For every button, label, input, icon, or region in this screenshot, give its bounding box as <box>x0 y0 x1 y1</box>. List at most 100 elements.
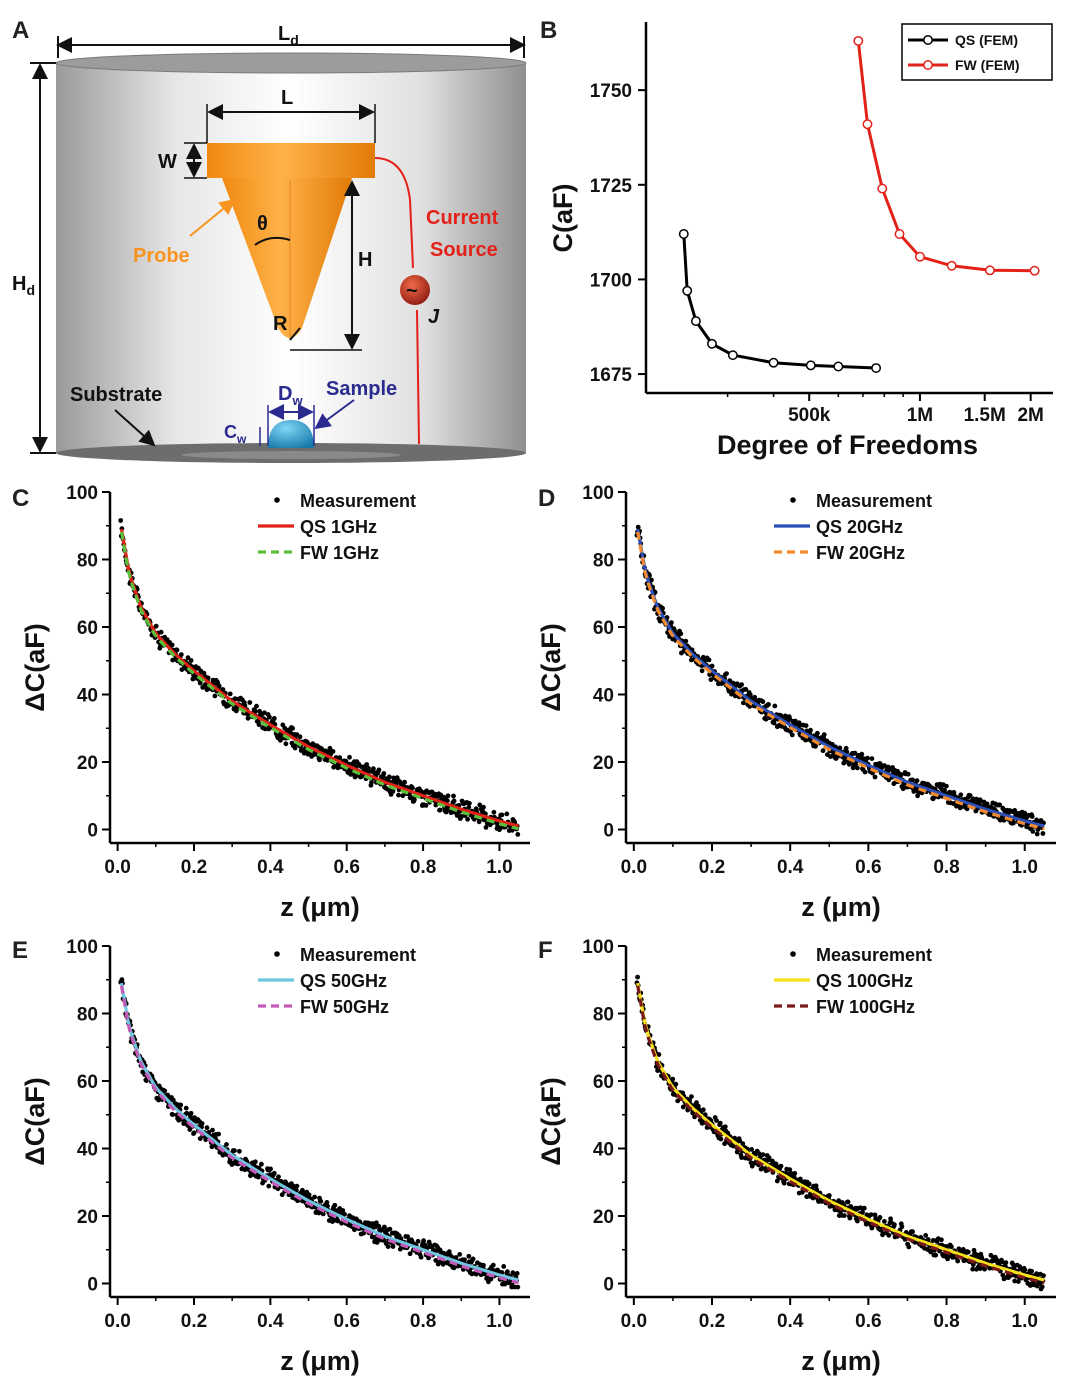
x-tick-label: 0.6 <box>334 857 360 878</box>
measurement-point <box>635 974 640 980</box>
measurement-point <box>292 745 298 751</box>
panel-label-d: D <box>538 485 555 512</box>
measurement-point <box>284 1181 289 1187</box>
y-tick-label: 0 <box>603 821 614 842</box>
measurement-point <box>1022 1267 1028 1273</box>
measurement-point <box>868 1212 874 1217</box>
measurement-point <box>925 1237 931 1242</box>
measurement-point <box>826 1193 832 1198</box>
measurement-point <box>749 1147 754 1152</box>
y-tick-label: 40 <box>593 686 614 707</box>
fw-curve <box>636 531 1045 831</box>
series-line-1 <box>856 40 1035 273</box>
data-point <box>682 285 693 296</box>
data-point <box>690 316 701 327</box>
measurement-point <box>412 797 417 803</box>
theta-label: θ <box>257 213 268 235</box>
cylinder-top <box>55 52 527 74</box>
legend-label: FW 1GHz <box>300 543 379 563</box>
measurement-point <box>158 629 164 635</box>
measurement-point <box>170 1112 176 1117</box>
measurement-point <box>756 1151 762 1157</box>
measurement-point <box>792 1171 798 1176</box>
measurement-point <box>205 675 211 681</box>
measurement-point <box>378 1227 384 1233</box>
measurement-point <box>204 1125 210 1131</box>
y-tick-label: 100 <box>582 483 614 504</box>
measurement-point <box>290 726 295 731</box>
legend-marker-measurement <box>274 951 280 957</box>
measurement-point <box>320 1211 326 1217</box>
measurement-point <box>381 771 387 776</box>
y-tick-label: 20 <box>593 753 614 774</box>
measurement-point <box>470 1256 476 1262</box>
y-tick-label: 0 <box>87 1275 98 1296</box>
measurement-point <box>174 647 180 653</box>
x-tick-label: 0.8 <box>933 1311 959 1332</box>
measurement-point <box>656 1052 662 1057</box>
measurement-point <box>483 825 489 830</box>
measurement-point <box>210 1127 215 1133</box>
measurement-point <box>1030 829 1036 834</box>
measurement-point <box>505 1269 510 1275</box>
measurement-point <box>789 732 795 738</box>
measurement-point <box>386 774 392 780</box>
y-tick-label: 0 <box>87 821 98 842</box>
data-point <box>833 361 844 372</box>
measurement-point <box>1040 831 1046 836</box>
measurement-point <box>813 1183 819 1189</box>
measurement-point <box>949 1244 954 1250</box>
measurement-point <box>358 764 364 769</box>
measurement-point <box>371 766 376 772</box>
measurement-point <box>247 700 253 705</box>
x-tick-label: 0.4 <box>257 857 284 878</box>
data-point <box>727 350 738 361</box>
measurement-point <box>660 605 665 611</box>
measurement-point <box>279 1192 285 1198</box>
measurement-point <box>176 1117 182 1123</box>
measurement-point <box>724 671 729 676</box>
legend-label: FW 50GHz <box>300 997 389 1017</box>
measurement-point <box>855 1218 860 1224</box>
measurement-point <box>294 1183 300 1189</box>
measurement-point <box>970 1266 976 1272</box>
measurement-point <box>928 1249 934 1255</box>
measurement-point <box>162 1088 168 1094</box>
data-point <box>894 229 905 239</box>
measurement-point <box>266 1183 272 1189</box>
data-point <box>985 265 995 276</box>
measurement-point <box>1041 1273 1046 1278</box>
x-tick-label: 0.0 <box>621 1311 647 1332</box>
measurement-point <box>340 1208 346 1213</box>
measurement-point <box>396 792 401 798</box>
measurement-point <box>318 1198 324 1204</box>
measurement-point <box>683 638 689 644</box>
measurement-point <box>977 797 983 803</box>
h-label: H <box>358 249 372 271</box>
x-tick-label: 0.4 <box>257 1311 284 1332</box>
measurement-point <box>335 1218 341 1224</box>
data-point <box>862 119 873 130</box>
measurement-point <box>118 518 124 523</box>
measurement-point <box>437 807 443 813</box>
cw-label: Cw <box>224 422 247 446</box>
data-point <box>871 363 882 373</box>
measurement-point <box>374 1240 380 1245</box>
measurement-point <box>714 1118 719 1123</box>
measurement-point <box>184 1110 190 1116</box>
measurement-point <box>910 777 915 783</box>
legend-label: QS 100GHz <box>816 971 913 991</box>
measurement-point <box>169 642 175 648</box>
measurement-point <box>888 1216 893 1222</box>
data-point <box>707 338 717 349</box>
sample-label: Sample <box>326 378 397 400</box>
qs-curve <box>636 528 1045 828</box>
measurement-point <box>766 702 771 707</box>
fw-curve <box>119 531 519 831</box>
measurement-point <box>369 779 374 785</box>
measurement-point <box>741 700 746 706</box>
measurement-point <box>718 1136 724 1142</box>
data-point <box>914 251 925 262</box>
measurement-point <box>942 787 947 793</box>
x-axis-title: z (μm) <box>280 892 360 922</box>
